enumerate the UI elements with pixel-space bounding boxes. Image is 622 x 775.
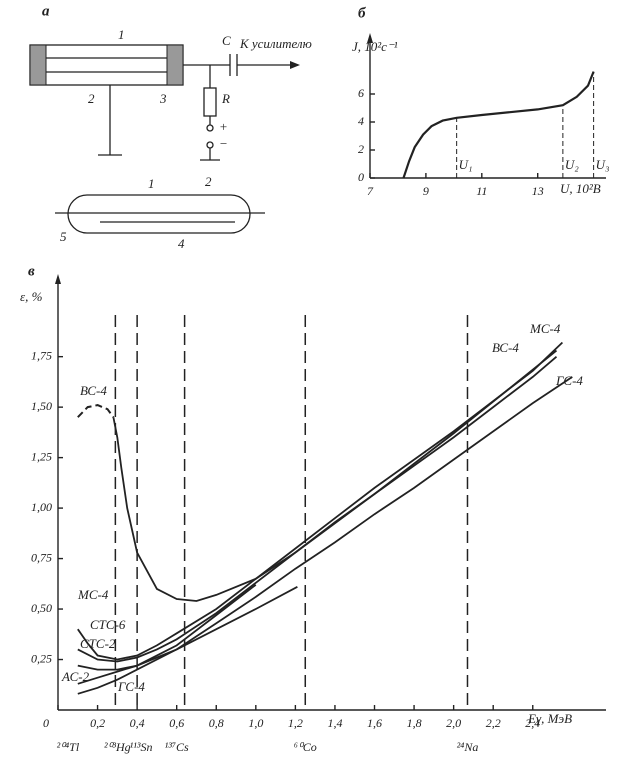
terminal	[206, 141, 214, 149]
x-tick-label: 9	[423, 184, 429, 198]
y-tick-label: 2	[358, 142, 364, 156]
arrow-head	[290, 61, 300, 69]
tube-2	[67, 194, 251, 234]
y-tick-label: 0,50	[31, 601, 52, 615]
x-tick-label: 1,8	[407, 716, 422, 730]
panel-label: а	[42, 3, 50, 19]
terminal	[206, 124, 214, 132]
tube	[29, 44, 184, 86]
x-tick-label: 11	[476, 184, 487, 198]
y-axis-label: J, 10²c⁻¹	[352, 39, 398, 54]
isotope-label: ²⁰³Hg	[104, 740, 131, 754]
label: К усилителю	[239, 36, 312, 51]
isotope-label: ²⁰⁴Tl	[57, 740, 80, 754]
annotation: U₁	[459, 157, 473, 172]
y-tick-label: 1,00	[31, 500, 52, 514]
tube-end	[166, 44, 184, 86]
curve	[77, 376, 573, 695]
y-tick-label: 0,75	[31, 550, 52, 564]
panel-label: в	[28, 263, 35, 279]
annotation: U₃	[596, 157, 610, 172]
label: +	[219, 119, 228, 134]
x-tick-label: 2,4	[525, 716, 540, 730]
isotope-label: ⁶⁰Co	[294, 740, 317, 754]
y-tick-label: 0	[358, 170, 364, 184]
x-tick-label: 1,4	[327, 716, 342, 730]
y-tick-label: 0,25	[31, 651, 52, 665]
x-tick-label: 0,2	[90, 716, 105, 730]
series-label: АС-2	[61, 669, 90, 684]
series-label: СТС-6	[90, 617, 126, 632]
label: 1	[118, 27, 125, 42]
y-tick-label: 6	[358, 86, 364, 100]
panel-label: б	[358, 5, 366, 21]
annotation: U₂	[565, 157, 579, 172]
label: 1	[148, 176, 155, 191]
x-axis-label: U, 10²В	[560, 181, 601, 196]
curve	[77, 349, 558, 663]
label: C	[222, 33, 231, 48]
x-tick-label: 1,0	[248, 716, 263, 730]
axis-arrow	[55, 274, 61, 284]
isotope-label: ²⁴Na	[457, 740, 479, 754]
series-label: ВС-4	[492, 340, 519, 355]
series-label: ГС-4	[117, 679, 145, 694]
label: 4	[178, 236, 185, 251]
label: 2	[88, 91, 95, 106]
tube-end	[29, 44, 47, 86]
isotope-label: ¹³⁷Cs	[165, 740, 189, 754]
curve	[77, 584, 257, 685]
curve	[77, 341, 564, 661]
x-tick-label: 0,6	[169, 716, 184, 730]
y-tick-label: 1,75	[31, 348, 52, 362]
resistor	[203, 87, 217, 117]
x-tick-label: 0	[43, 716, 49, 730]
isotope-label: ¹¹³Sn	[130, 740, 153, 754]
curve-dashed	[77, 404, 115, 418]
label: R	[221, 91, 230, 106]
x-tick-label: 1,6	[367, 716, 382, 730]
series-label: СТС-2	[80, 636, 116, 651]
x-tick-label: 13	[532, 184, 544, 198]
series-label: МС-4	[529, 321, 561, 336]
y-tick-label: 4	[358, 114, 364, 128]
label: 2	[205, 174, 212, 189]
y-axis-label: ε, %	[20, 289, 43, 304]
x-tick-label: 1,2	[288, 716, 303, 730]
x-tick-label: 2,2	[486, 716, 501, 730]
label: −	[219, 136, 228, 151]
axis-arrow	[367, 33, 373, 43]
x-axis-label: Eγ, МэВ	[527, 711, 572, 726]
series-label: МС-4	[77, 587, 109, 602]
detector-diagram: а 1 2 3 C К усилителю R + − 1 2 5 4	[29, 3, 312, 251]
curve	[112, 356, 558, 602]
x-tick-label: 7	[367, 184, 374, 198]
x-tick-label: 0,4	[130, 716, 145, 730]
x-tick-label: 2,0	[446, 716, 461, 730]
curve	[77, 586, 298, 671]
y-tick-label: 1,25	[31, 449, 52, 463]
label: 3	[159, 91, 167, 106]
curve	[402, 71, 595, 179]
y-tick-label: 1,50	[31, 399, 52, 413]
x-tick-label: 0,8	[209, 716, 224, 730]
series-label: ВС-4	[80, 383, 107, 398]
label: 5	[60, 229, 67, 244]
